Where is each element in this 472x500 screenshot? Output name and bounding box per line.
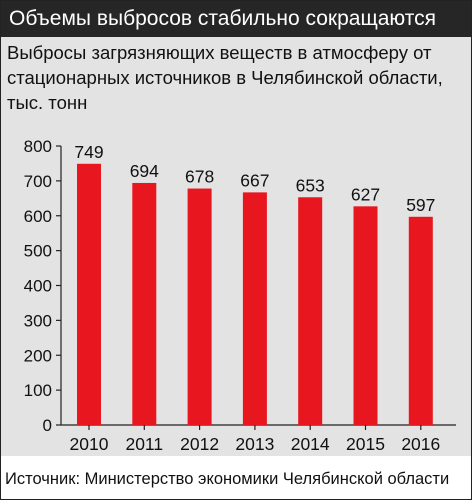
bar-chart: 0 100 200 300 400 500 600 700 800 749 2010 694 2011 6… — [24, 137, 456, 454]
x-tick-label: 2012 — [180, 434, 219, 454]
title-bar: Объемы выбросов стабильно сокращаются — [1, 1, 471, 37]
bar — [298, 197, 323, 425]
bar — [242, 192, 267, 425]
data-label: 653 — [296, 175, 325, 195]
y-tick-label: 500 — [24, 242, 52, 261]
bar — [408, 216, 433, 425]
bar — [77, 163, 101, 425]
x-tick-label: 2011 — [125, 434, 163, 454]
bar — [353, 206, 378, 425]
chart-panel: Выбросы загрязняющих веществ в атмосферу… — [1, 37, 471, 456]
y-tick-label: 300 — [24, 311, 52, 330]
data-label: 749 — [74, 142, 103, 162]
y-tick-label: 100 — [24, 381, 52, 400]
x-tick-label: 2010 — [70, 434, 109, 454]
chart-title: Объемы выбросов стабильно сокращаются — [9, 7, 436, 30]
x-tick-label: 2016 — [401, 434, 440, 454]
data-label: 627 — [351, 184, 380, 204]
subtitle-line-2: стационарных источников в Челябинской об… — [7, 67, 443, 88]
data-label: 678 — [185, 167, 214, 187]
y-tick-label: 200 — [24, 346, 52, 365]
y-tick-label: 600 — [24, 207, 52, 226]
source-note: Источник: Министерство экономики Челябин… — [5, 470, 450, 488]
subtitle-line-1: Выбросы загрязняющих веществ в атмосферу… — [7, 42, 432, 63]
y-tick-label: 0 — [43, 416, 52, 435]
chart-subtitle: Выбросы загрязняющих веществ в атмосферу… — [7, 40, 462, 115]
x-tick-label: 2015 — [346, 434, 385, 454]
y-tick-label: 700 — [24, 172, 52, 191]
subtitle-line-3: тыс. тонн — [7, 92, 88, 113]
bar — [132, 182, 157, 425]
bar — [187, 188, 212, 425]
data-label: 597 — [406, 195, 435, 215]
y-tick-label: 800 — [24, 137, 52, 156]
data-label: 667 — [240, 170, 269, 190]
data-label: 694 — [130, 161, 159, 181]
y-tick-label: 400 — [24, 277, 52, 296]
x-tick-label: 2013 — [235, 434, 274, 454]
x-tick-label: 2014 — [291, 434, 330, 454]
